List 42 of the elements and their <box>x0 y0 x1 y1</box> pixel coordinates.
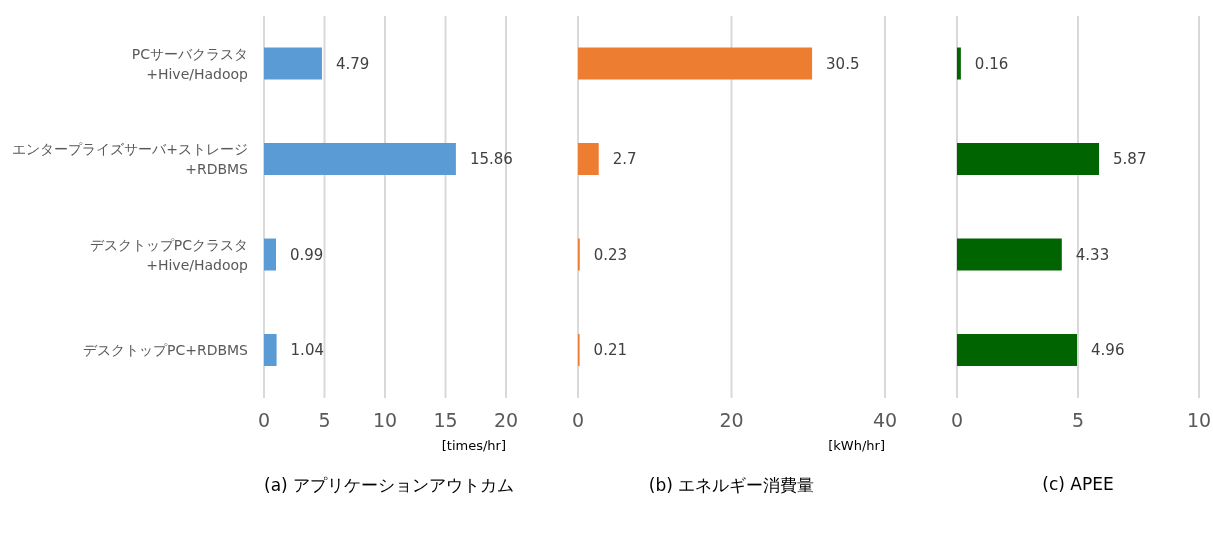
x-axis-title: [kWh/hr] <box>828 438 885 453</box>
bar <box>957 334 1078 367</box>
text: (a) アプリケーションアウトカム <box>263 474 515 497</box>
data-label: 15.86 <box>469 150 513 169</box>
x-tick-label: 15 <box>433 409 458 432</box>
y-tick-label: PCサーバクラスタ+Hive/Hadoop <box>131 45 249 82</box>
y-tick-label: デスクトップPC+RDBMS <box>82 342 249 359</box>
bar <box>264 238 276 271</box>
bar <box>957 143 1100 176</box>
data-label: 0.16 <box>974 54 1009 73</box>
bar <box>957 238 1062 271</box>
data-label: 2.7 <box>612 150 637 169</box>
data-label: 4.96 <box>1091 341 1125 360</box>
bar <box>264 334 277 367</box>
bar <box>957 47 961 80</box>
x-axis-title: [times/hr] <box>441 438 506 453</box>
data-label: 0.99 <box>289 245 324 264</box>
data-label: 0.21 <box>593 341 628 360</box>
data-label: 30.5 <box>826 54 860 73</box>
x-tick-label: 0 <box>571 409 585 432</box>
data-label: 0.23 <box>593 245 628 264</box>
data-label: 1.04 <box>290 341 324 360</box>
text: (c) APEE <box>1041 474 1115 494</box>
bar <box>264 47 322 80</box>
bar <box>578 47 813 80</box>
y-tick-label: デスクトップPCクラスタ+Hive/Hadoop <box>89 236 249 273</box>
y-tick-label: エンタープライズサーバ+ストレージ+RDBMS <box>12 141 249 178</box>
x-tick-label: 5 <box>1071 409 1085 432</box>
bar <box>264 143 456 176</box>
bar <box>578 143 599 176</box>
x-tick-label: 0 <box>257 409 271 432</box>
x-tick-label: 5 <box>318 409 331 432</box>
text: (b) エネルギー消費量 <box>647 474 816 497</box>
x-tick-label: 20 <box>719 409 744 432</box>
x-tick-label: 20 <box>493 409 519 432</box>
data-label: 4.33 <box>1075 245 1110 264</box>
x-tick-label: 0 <box>950 409 964 432</box>
data-label: 5.87 <box>1113 150 1147 169</box>
x-tick-label: 10 <box>1186 409 1212 432</box>
x-tick-label: 40 <box>872 409 898 432</box>
x-tick-label: 10 <box>372 409 398 432</box>
data-label: 4.79 <box>335 54 370 73</box>
